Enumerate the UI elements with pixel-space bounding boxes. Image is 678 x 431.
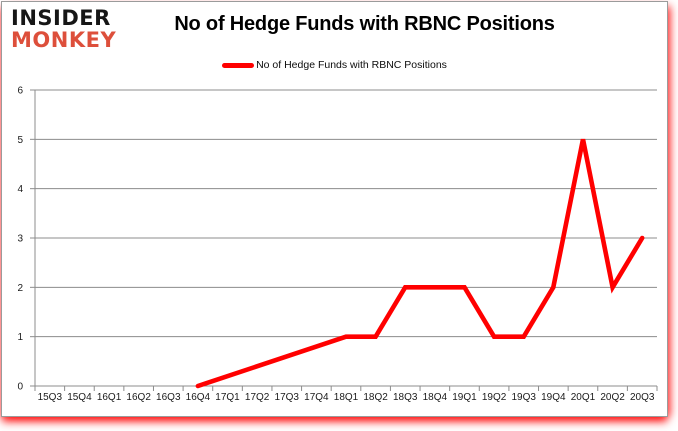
legend-line-swatch	[222, 62, 255, 68]
logo-line-monkey: MONKEY	[11, 28, 117, 53]
x-tick-label: 18Q4	[423, 392, 448, 403]
x-tick-label: 15Q3	[38, 392, 63, 403]
y-tick-label: 6	[17, 86, 23, 97]
legend: No of Hedge Funds with RBNC Positions	[2, 59, 667, 71]
y-tick-label: 2	[17, 283, 23, 294]
legend-label: No of Hedge Funds with RBNC Positions	[256, 59, 447, 71]
x-tick-label: 16Q2	[126, 392, 151, 403]
chart-title: No of Hedge Funds with RBNC Positions	[174, 13, 555, 35]
y-tick-label: 5	[17, 135, 23, 146]
logo-line-insider: INSIDER	[11, 6, 111, 30]
x-tick-label: 16Q3	[156, 392, 181, 403]
x-tick-label: 18Q2	[363, 392, 388, 403]
x-tick-label: 19Q2	[482, 392, 507, 403]
x-tick-label: 18Q3	[393, 392, 418, 403]
line-chart: 0 1 2 3 4 5 6 15Q3 15Q4 16Q1 16Q2 16Q3 16Q4 17Q1 17Q2 1…	[17, 86, 658, 403]
x-tick-label: 20Q2	[600, 392, 625, 403]
x-tick-label: 20Q1	[571, 392, 596, 403]
y-tick-label: 3	[17, 234, 23, 245]
x-tick-label: 19Q3	[511, 392, 536, 403]
chart-frame: INSIDER MONKEY No of Hedge Funds with RB…	[1, 1, 668, 417]
x-tick-label: 18Q1	[334, 392, 359, 403]
x-tick-label: 17Q2	[245, 392, 270, 403]
x-tick-label: 16Q1	[97, 392, 122, 403]
x-tick-label: 19Q4	[541, 392, 566, 403]
y-tick-label: 0	[17, 382, 23, 393]
insider-monkey-logo: INSIDER MONKEY	[11, 7, 116, 52]
x-tick-label: 16Q4	[186, 392, 211, 403]
y-tick-label: 1	[17, 332, 23, 343]
y-tick-label: 4	[17, 184, 23, 195]
x-tick-label: 20Q3	[630, 392, 655, 403]
x-tick-label: 17Q3	[275, 392, 300, 403]
x-tick-label: 15Q4	[67, 392, 92, 403]
x-tick-label: 19Q1	[452, 392, 477, 403]
series-line	[195, 138, 645, 389]
x-tick-label: 17Q1	[215, 392, 240, 403]
x-tick-label: 17Q4	[304, 392, 329, 403]
